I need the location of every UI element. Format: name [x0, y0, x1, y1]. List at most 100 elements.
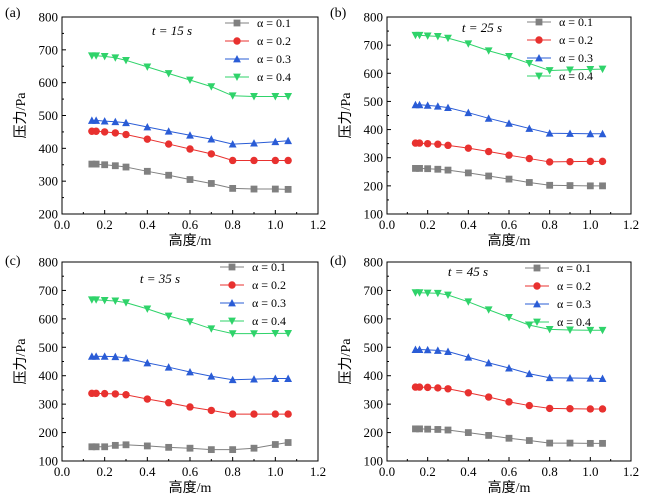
data-point: [444, 34, 452, 43]
data-point: [525, 179, 533, 186]
data-point: [599, 182, 606, 190]
legend-marker: [228, 299, 236, 307]
series: [88, 127, 292, 165]
y-tick-label: 300: [39, 397, 59, 412]
data-point: [207, 406, 216, 415]
legend-marker: [535, 72, 543, 80]
data-point: [111, 162, 119, 170]
y-tick-label: 100: [364, 207, 384, 222]
data-point: [250, 93, 258, 101]
data-point: [464, 298, 473, 306]
y-tick-label: 100: [39, 454, 59, 469]
data-point: [464, 108, 473, 117]
legend-label: α = 0.2: [257, 34, 291, 48]
data-point: [464, 429, 472, 436]
data-point: [598, 374, 607, 382]
data-point: [122, 130, 130, 139]
time-annotation: t = 45 s: [448, 264, 488, 279]
data-point: [545, 67, 554, 75]
chart-panel: 0.0 0.2 0.4 0.6 0.8 1.0 1.2 100 200 300 400 500 600 7…: [330, 6, 639, 249]
data-point: [415, 289, 424, 297]
legend-label: α = 0.3: [252, 296, 286, 310]
data-point: [586, 129, 595, 138]
data-point: [464, 169, 472, 177]
data-point: [100, 117, 109, 125]
data-point: [434, 140, 442, 148]
y-tick-label: 400: [39, 141, 59, 156]
data-point: [228, 375, 237, 384]
data-point: [228, 92, 237, 100]
data-point: [165, 171, 173, 179]
data-point: [423, 101, 432, 109]
data-point: [284, 410, 292, 418]
data-point: [505, 119, 513, 127]
data-point: [525, 437, 533, 444]
legend-label: α = 0.1: [559, 15, 593, 29]
data-point: [416, 165, 423, 172]
data-point: [250, 185, 258, 193]
data-point: [92, 443, 100, 451]
data-point: [164, 140, 173, 148]
panel-label: (d): [330, 254, 347, 269]
data-point: [505, 434, 513, 442]
data-point: [229, 446, 237, 454]
data-point: [284, 439, 292, 446]
data-point: [250, 375, 258, 383]
panel-label: (c): [5, 254, 21, 269]
legend-label: α = 0.1: [252, 260, 286, 274]
legend-label: α = 0.4: [559, 69, 593, 83]
data-point: [101, 161, 109, 169]
data-point: [143, 122, 152, 131]
data-point: [111, 390, 120, 398]
panel-label: (b): [330, 6, 347, 21]
legend-marker: [535, 18, 543, 26]
series: [87, 296, 293, 338]
data-point: [271, 441, 279, 448]
data-point: [444, 141, 452, 150]
y-axis-label: 压力/Pa: [338, 92, 354, 139]
data-point: [598, 65, 607, 74]
data-point: [122, 354, 130, 362]
data-point: [423, 383, 432, 392]
data-point: [228, 156, 237, 165]
data-point: [165, 443, 173, 451]
data-point: [111, 129, 120, 137]
data-point: [284, 156, 292, 165]
data-point: [586, 65, 595, 74]
data-point: [423, 139, 432, 148]
data-point: [271, 137, 280, 146]
series: [88, 389, 292, 418]
data-point: [484, 393, 493, 401]
legend-marker: [533, 264, 541, 272]
data-point: [92, 352, 101, 360]
data-point: [415, 31, 424, 40]
data-point: [525, 124, 534, 132]
data-point: [111, 54, 120, 62]
data-point: [186, 76, 194, 85]
legend-marker: [533, 282, 541, 290]
series: [87, 116, 293, 148]
data-point: [545, 325, 554, 334]
data-point: [143, 395, 152, 403]
data-point: [545, 404, 554, 413]
data-point: [284, 185, 292, 193]
x-tick-label: 0.6: [182, 464, 199, 479]
data-point: [464, 144, 473, 152]
x-tick-label: 1.0: [582, 464, 598, 479]
data-point: [545, 373, 554, 382]
y-tick-label: 700: [364, 283, 384, 298]
data-point: [100, 389, 109, 398]
data-point: [485, 172, 493, 180]
data-point: [505, 314, 513, 322]
legend-marker: [533, 318, 541, 326]
y-tick-label: 600: [39, 75, 59, 90]
data-point: [228, 140, 237, 148]
x-tick-label: 1.0: [582, 217, 598, 232]
x-tick-label: 0.6: [501, 464, 518, 479]
y-tick-label: 200: [39, 207, 59, 222]
legend: α = 0.1 α = 0.2 α = 0.3 α = 0.4: [220, 260, 286, 328]
data-point: [228, 410, 237, 418]
data-point: [444, 426, 452, 434]
data-point: [207, 180, 215, 187]
